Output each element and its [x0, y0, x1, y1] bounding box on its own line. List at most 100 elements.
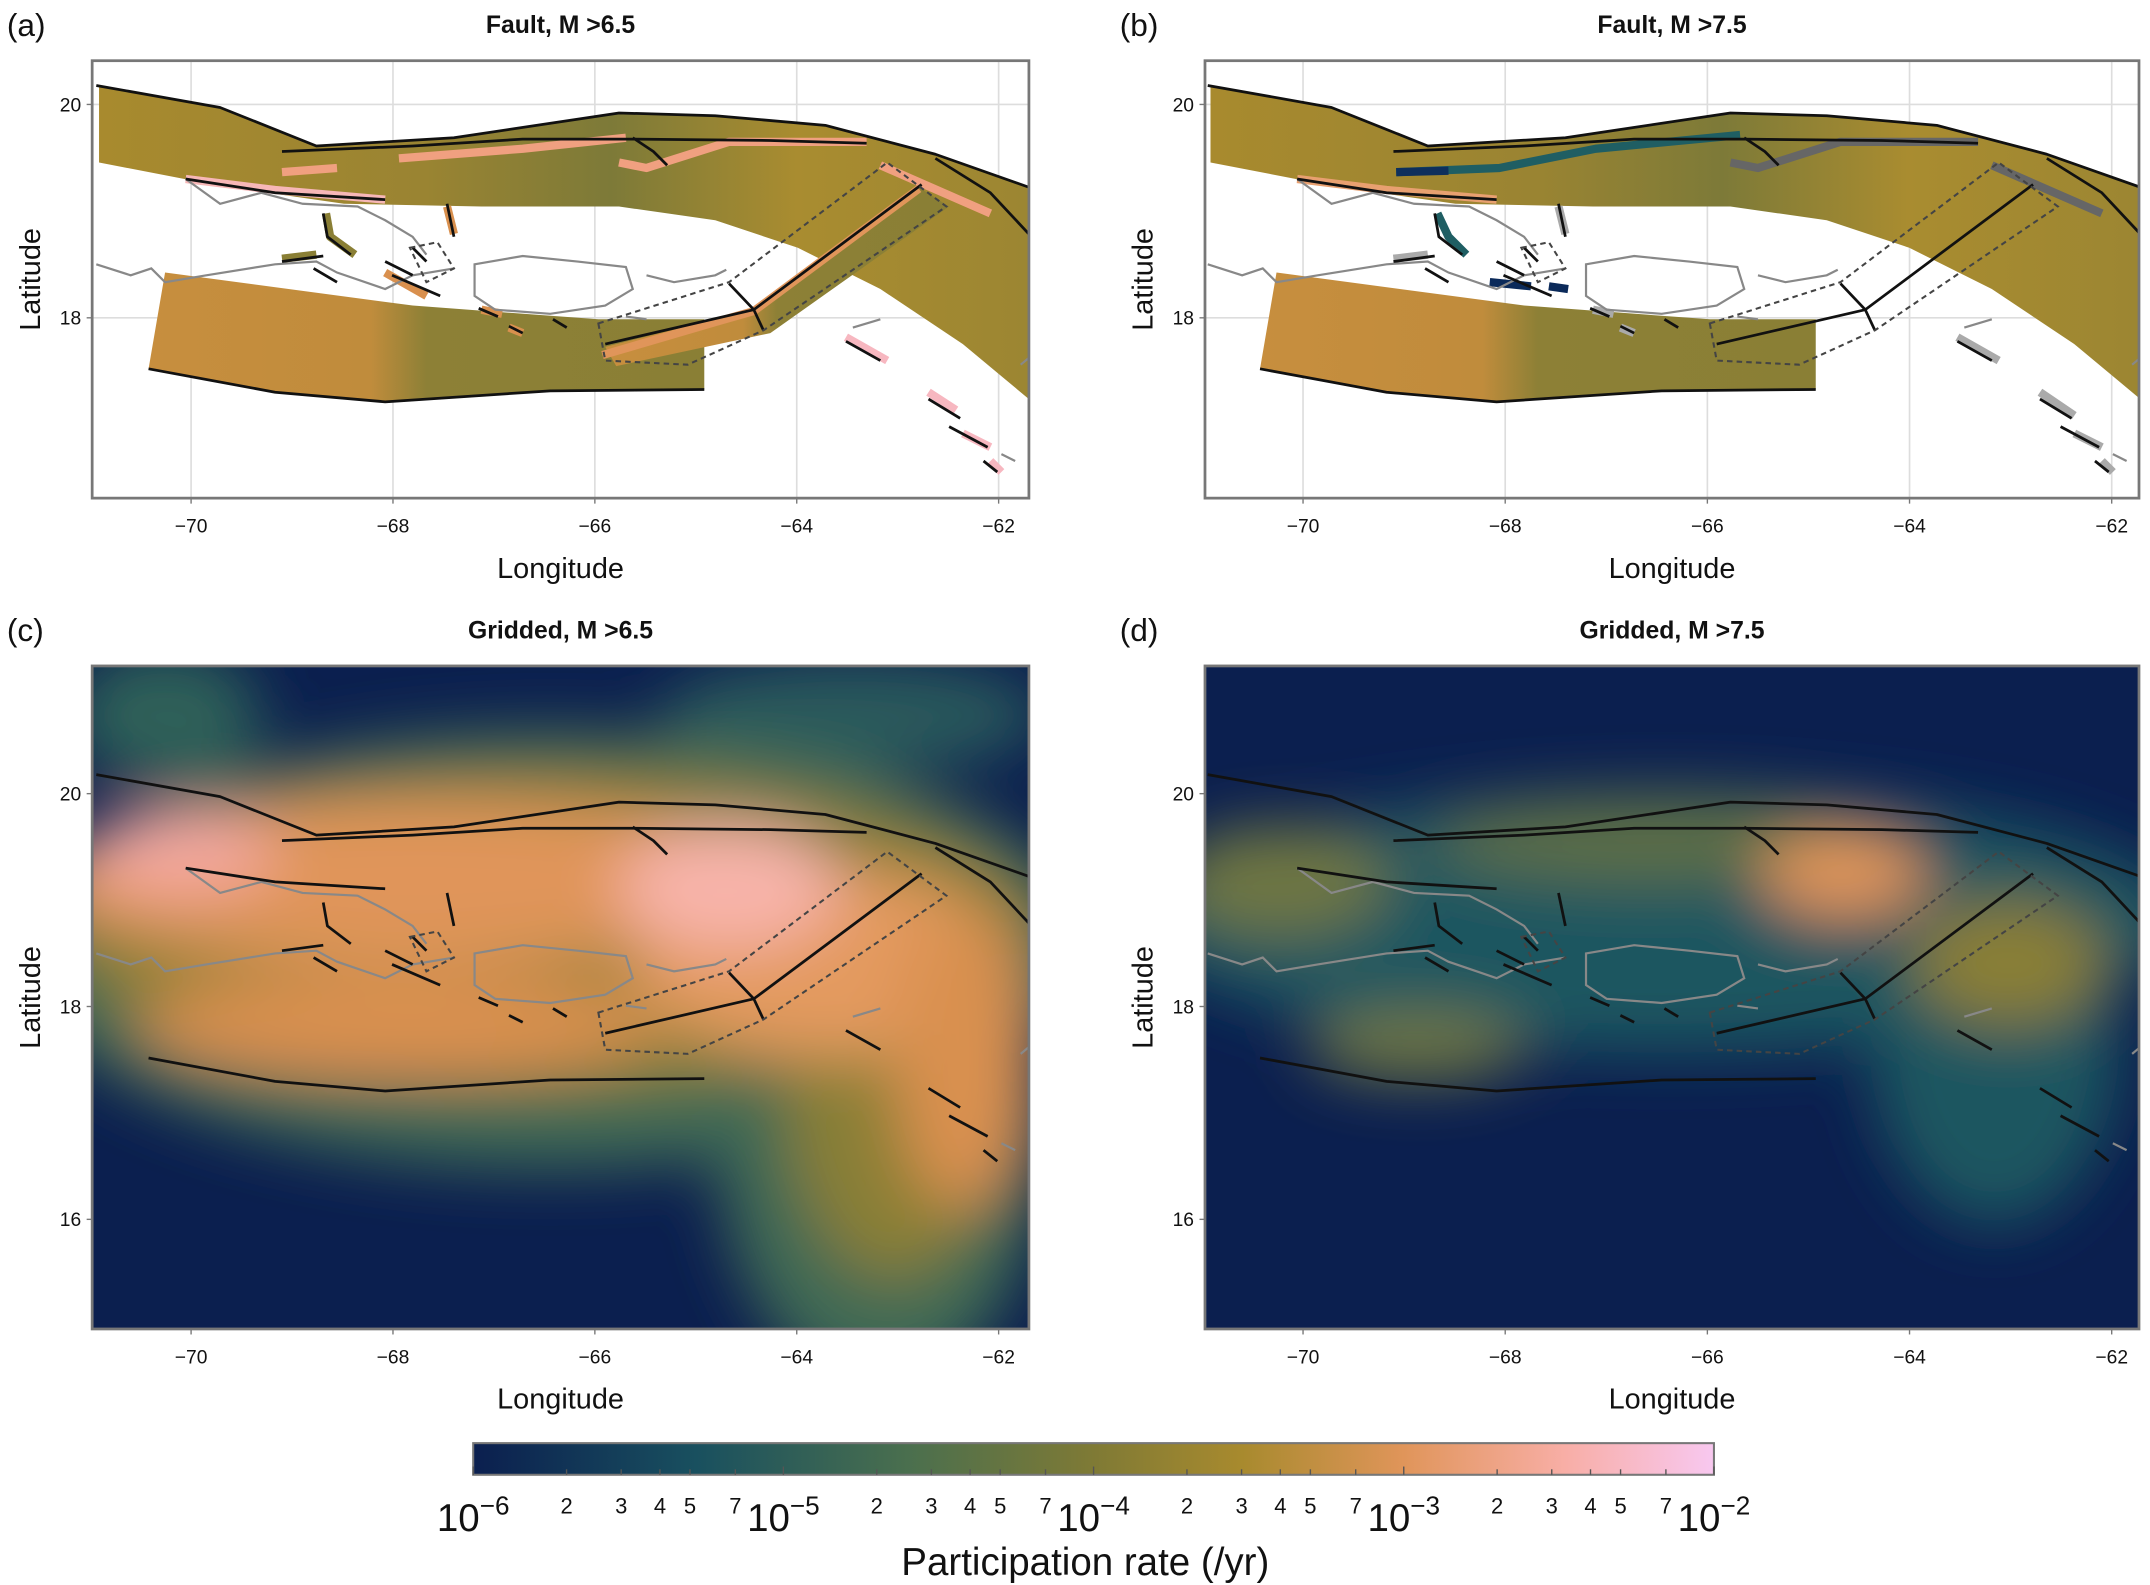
x-tick-label: −66	[1691, 1347, 1724, 1368]
y-tick-label: 18	[1173, 997, 1194, 1018]
x-tick-label: −64	[780, 517, 813, 538]
plot-frame	[90, 664, 1031, 1331]
x-tick-label: −70	[175, 517, 208, 538]
fault-trace	[843, 333, 1005, 475]
y-axis-label: Latitude	[15, 228, 47, 331]
x-tick-label: −62	[2095, 1347, 2128, 1368]
x-tick-label: −62	[2095, 517, 2128, 538]
plot-frame	[90, 59, 1031, 500]
colorbar-tick-label: 3	[615, 1493, 627, 1518]
map-c	[92, 665, 1029, 1329]
map-a	[92, 60, 1029, 499]
fault-band	[1260, 272, 1816, 402]
y-tick-label: 18	[60, 309, 81, 330]
colorbar-tick-label: 10−2	[1678, 1491, 1751, 1541]
panel-label: (a)	[7, 7, 46, 43]
plot-frame	[1203, 664, 2141, 1331]
tick-base: 10	[747, 1497, 790, 1540]
fault-trace	[1433, 211, 1470, 258]
colorbar-tick-label: 7	[1039, 1493, 1051, 1518]
x-tick-label: −64	[1893, 1347, 1926, 1368]
y-tick-label: 20	[1173, 95, 1194, 116]
x-tick-label: −70	[1287, 1347, 1320, 1368]
colorbar-tick-label: 3	[925, 1493, 937, 1518]
y-axis-label: Latitude	[15, 946, 47, 1049]
panel-title: Fault, M >7.5	[1597, 12, 1746, 39]
fault-band	[148, 272, 705, 402]
tick-exponent: −4	[1100, 1491, 1130, 1521]
y-tick-label: 20	[60, 95, 81, 116]
x-axis-label: Longitude	[1609, 1384, 1736, 1416]
colorbar-tick-label: 4	[964, 1493, 976, 1518]
x-tick-label: −64	[1893, 517, 1926, 538]
fault-band	[99, 85, 1029, 400]
fault-trace	[601, 185, 922, 360]
colorbar-tick-label: 3	[1546, 1493, 1558, 1518]
tick-exponent: −6	[480, 1491, 510, 1521]
tick-base: 10	[1678, 1497, 1721, 1540]
panel-title: Gridded, M >6.5	[468, 617, 653, 644]
x-axis-label: Longitude	[497, 1384, 624, 1416]
panel-label: (d)	[1120, 612, 1159, 648]
y-tick-label: 20	[1173, 785, 1194, 806]
x-tick-label: −66	[579, 1347, 612, 1368]
colorbar-tick-label: 10−6	[437, 1491, 510, 1541]
x-tick-label: −68	[1489, 1347, 1522, 1368]
panel-label: (b)	[1120, 7, 1159, 43]
colorbar-tick-label: 4	[1584, 1493, 1596, 1518]
colorbar-tick-label: 10−3	[1367, 1491, 1440, 1541]
colorbar-tick-label: 10−5	[747, 1491, 820, 1541]
colorbar-tick-label: 7	[1350, 1493, 1362, 1518]
colorbar-tick-label: 5	[684, 1493, 696, 1518]
tick-base: 10	[1367, 1497, 1410, 1540]
colorbar-tick-label: 2	[871, 1493, 883, 1518]
colorbar-tick-label: 7	[729, 1493, 741, 1518]
panel-label: (c)	[7, 612, 44, 648]
fault-trace	[1396, 166, 1449, 177]
x-tick-label: −70	[1287, 517, 1320, 538]
x-tick-label: −68	[377, 1347, 410, 1368]
x-tick-label: −68	[377, 517, 410, 538]
map-d	[1204, 665, 2139, 1329]
colorbar-tick-label: 2	[1181, 1493, 1193, 1518]
x-tick-label: −64	[780, 1347, 813, 1368]
x-tick-label: −70	[175, 1347, 208, 1368]
y-tick-label: 16	[60, 1210, 81, 1231]
colorbar-tick-label: 10−4	[1057, 1491, 1130, 1541]
x-tick-label: −66	[1691, 517, 1724, 538]
panel-title: Fault, M >6.5	[486, 12, 635, 39]
plot-frame	[1203, 59, 2141, 500]
x-tick-label: −66	[579, 517, 612, 538]
colorbar-tick-label: 2	[560, 1493, 572, 1518]
colorbar-tick-label: 5	[994, 1493, 1006, 1518]
colorbar-tick-label: 5	[1304, 1493, 1316, 1518]
fault-trace	[281, 212, 358, 263]
x-tick-label: −62	[982, 1347, 1015, 1368]
y-tick-label: 18	[60, 997, 81, 1018]
colorbar-tick-label: 3	[1235, 1493, 1247, 1518]
colorbar-tick-label: 7	[1660, 1493, 1672, 1518]
tick-exponent: −3	[1410, 1491, 1440, 1521]
tick-exponent: −2	[1720, 1491, 1750, 1521]
y-tick-label: 20	[60, 785, 81, 806]
map-layer	[1206, 84, 2139, 475]
x-tick-label: −62	[982, 517, 1015, 538]
fault-trace	[281, 133, 993, 218]
colorbar-tick-label: 4	[1274, 1493, 1286, 1518]
fault-band	[1210, 85, 2139, 398]
y-axis-label: Latitude	[1128, 228, 1160, 331]
map-b	[1204, 60, 2139, 499]
axes: −70 −68 −66 −64 −62 18 20 Fault, M >6.5 (a) Longi…	[7, 7, 2141, 1416]
y-tick-label: 18	[1173, 309, 1194, 330]
colorbar-tick-label: 2	[1491, 1493, 1503, 1518]
y-tick-label: 16	[1173, 1210, 1194, 1231]
colorbar-tick-label: 5	[1614, 1493, 1626, 1518]
y-axis-label: Latitude	[1128, 946, 1160, 1049]
colorbar-label: Participation rate (/yr)	[901, 1541, 1269, 1584]
tick-base: 10	[1057, 1497, 1100, 1540]
x-axis-label: Longitude	[1609, 553, 1736, 585]
x-axis-label: Longitude	[497, 553, 624, 585]
colorbar-axis: 10−6 2 3 4 5 7 10−5 2 3 4 5 7 10−4 2 3 4 5 7 10−3 2 3 4 5 7 10−2	[437, 1466, 1751, 1541]
x-tick-label: −68	[1489, 517, 1522, 538]
